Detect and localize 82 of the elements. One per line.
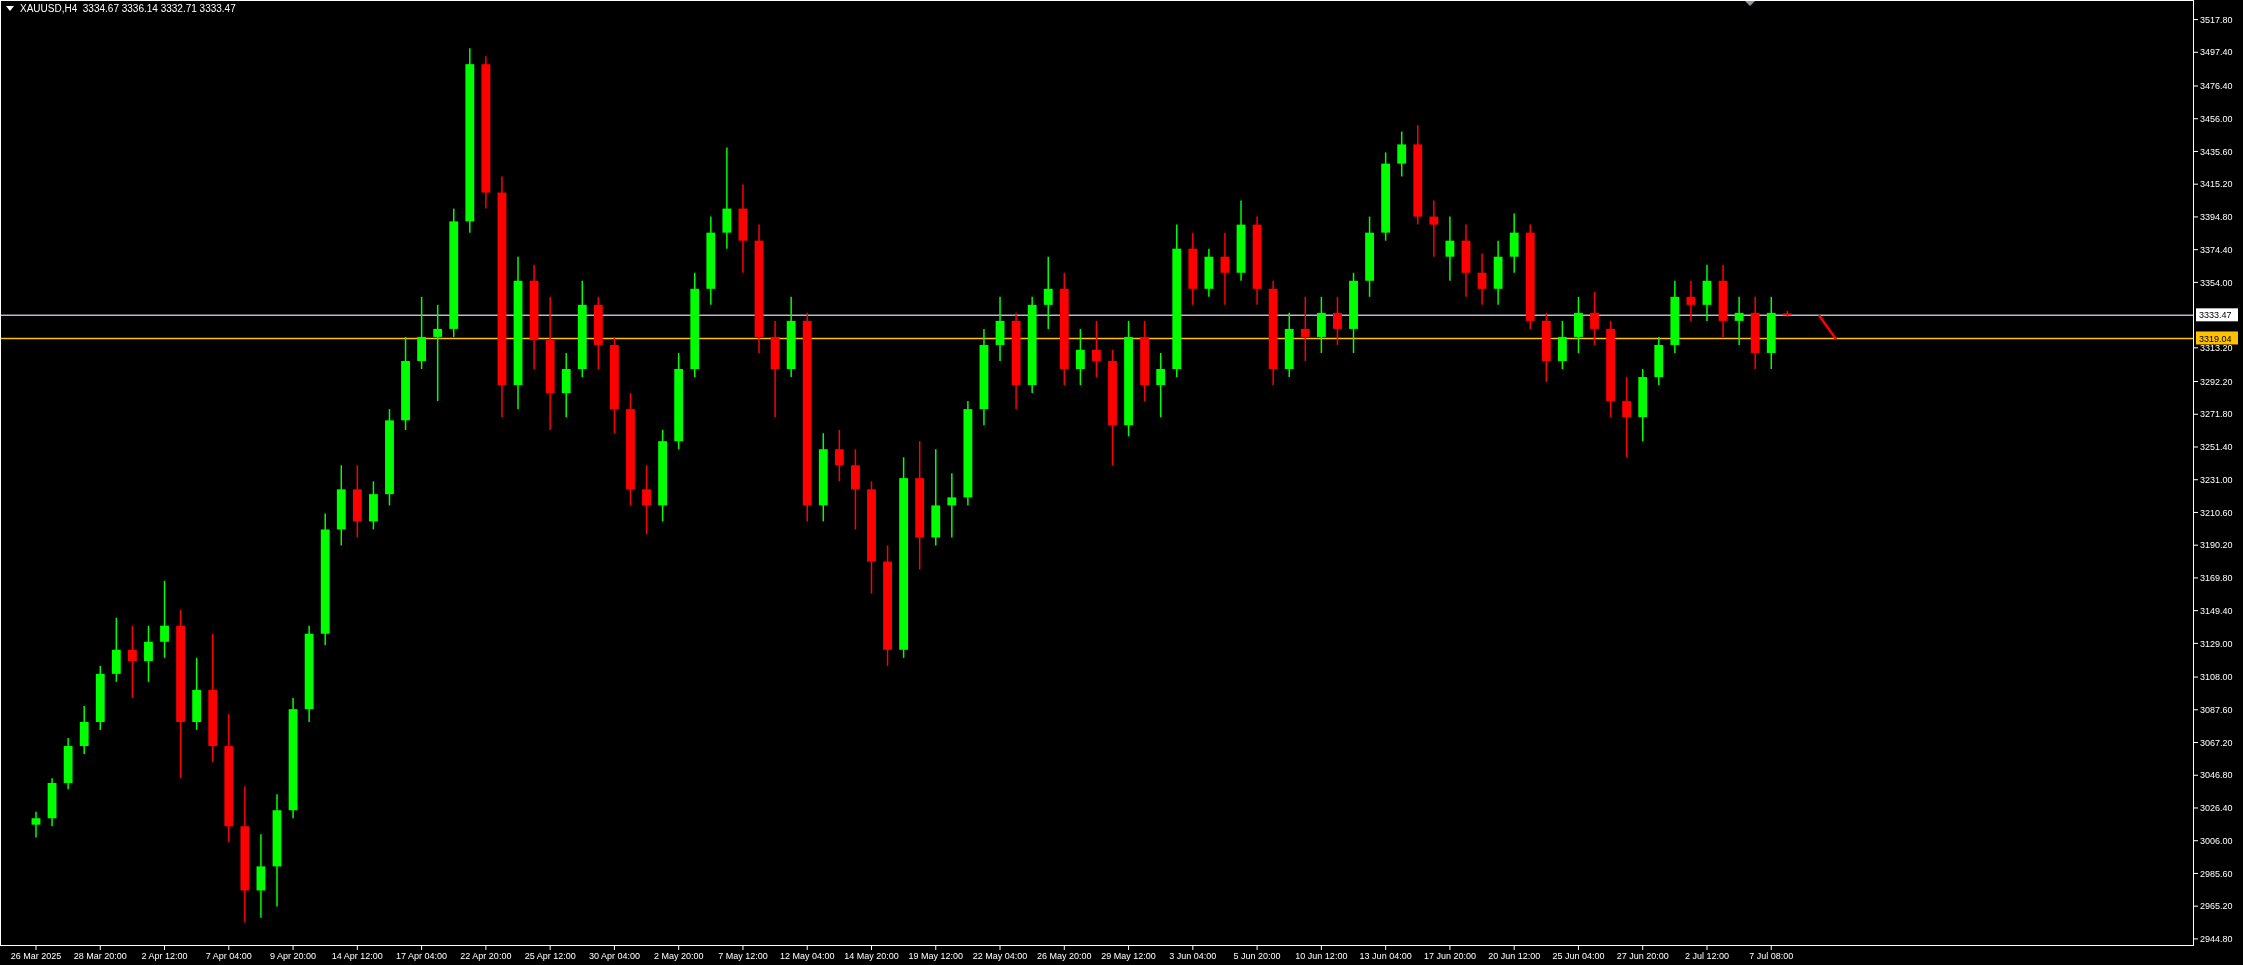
- x-tick-label: 2 Apr 12:00: [141, 951, 188, 961]
- x-tick-label: 14 May 20:00: [844, 951, 899, 961]
- x-tick-label: 22 May 04:00: [972, 951, 1028, 961]
- x-tick-label: 30 Apr 04:00: [588, 951, 640, 961]
- x-tick-label: 28 Mar 20:00: [73, 951, 127, 961]
- x-tick-label: 10 Jun 12:00: [1295, 951, 1348, 961]
- candlestick: [947, 472, 957, 539]
- candlestick: [127, 624, 137, 699]
- x-tick-label: 2 Jul 12:00: [1684, 951, 1730, 961]
- candlestick: [1622, 376, 1632, 459]
- candlestick: [1429, 199, 1439, 258]
- x-tick-label: 9 Apr 20:00: [270, 951, 317, 961]
- y-tick-label: 3456.00: [2200, 113, 2233, 124]
- x-tick-label: 17 Apr 04:00: [396, 951, 448, 961]
- candlestick: [1686, 280, 1696, 322]
- x-tick-label: 7 May 12:00: [718, 951, 768, 961]
- y-tick-label: 3435.60: [2200, 146, 2233, 157]
- x-tick-label: 27 Jun 20:00: [1616, 951, 1669, 961]
- y-tick-label: 3006.00: [2200, 835, 2233, 846]
- candlestick: [144, 624, 153, 683]
- candlestick: [433, 304, 443, 402]
- x-tick-label: 3 Jun 04:00: [1169, 951, 1217, 961]
- y-tick-label: 3415.20: [2200, 179, 2233, 190]
- y-tick-label: 3354.00: [2200, 277, 2233, 288]
- ref-line-label: 3319.04: [2199, 333, 2232, 344]
- x-tick-label: 20 Jun 12:00: [1488, 951, 1541, 961]
- candlestick: [31, 811, 41, 839]
- candlestick: [834, 429, 844, 483]
- y-tick-label: 3149.40: [2200, 605, 2233, 616]
- candlestick: [1092, 320, 1101, 378]
- x-tick-label: 12 May 04:00: [779, 951, 835, 961]
- candlestick: [1333, 296, 1342, 346]
- candlestick: [1300, 296, 1310, 362]
- x-tick-label: 26 May 20:00: [1037, 951, 1092, 961]
- y-tick-label: 3497.40: [2200, 47, 2233, 58]
- x-tick-label: 25 Apr 12:00: [524, 951, 576, 961]
- y-tick-label: 3292.20: [2200, 376, 2233, 387]
- x-tick-label: 29 May 12:00: [1101, 951, 1156, 961]
- y-tick-label: 3087.60: [2200, 704, 2233, 715]
- y-tick-label: 3271.80: [2200, 409, 2233, 420]
- y-tick-label: 3394.80: [2200, 212, 2233, 223]
- y-tick-label: 2985.60: [2200, 868, 2233, 879]
- x-tick-label: 7 Jul 08:00: [1749, 951, 1794, 961]
- candlestick: [1156, 352, 1166, 418]
- y-tick-label: 3374.40: [2200, 244, 2233, 255]
- x-tick-label: 2 May 20:00: [653, 951, 704, 961]
- candlestick: [1445, 215, 1455, 282]
- y-tick-label: 3517.80: [2200, 14, 2233, 25]
- y-tick-label: 2944.80: [2200, 934, 2233, 945]
- chart-title: XAUUSD,H4 3334.67 3336.14 3332.71 3333.47: [20, 3, 237, 14]
- candlestick: [1734, 296, 1744, 346]
- y-tick-label: 3210.60: [2200, 507, 2233, 518]
- y-tick-label: 3108.00: [2200, 672, 2233, 683]
- candlestick: [1075, 328, 1085, 386]
- candlestick: [1590, 291, 1599, 346]
- y-tick-label: 3046.80: [2200, 770, 2233, 781]
- x-tick-label: 22 Apr 20:00: [460, 951, 512, 961]
- x-tick-label: 13 Jun 04:00: [1359, 951, 1412, 961]
- y-tick-label: 3190.20: [2200, 540, 2233, 551]
- x-tick-label: 26 Mar 2025: [10, 951, 62, 961]
- y-tick-label: 3129.00: [2200, 638, 2233, 649]
- candlestick: [1220, 231, 1230, 306]
- x-tick-label: 14 Apr 12:00: [331, 951, 383, 961]
- candlestick: [1043, 255, 1053, 330]
- y-tick-label: 3169.80: [2200, 573, 2233, 584]
- y-tick-label: 3476.40: [2200, 81, 2233, 92]
- x-tick-label: 17 Jun 20:00: [1423, 951, 1476, 961]
- y-tick-label: 3231.00: [2200, 474, 2233, 485]
- y-tick-label: 3026.40: [2200, 803, 2233, 814]
- ref-line-label: 3333.47: [2199, 310, 2232, 321]
- x-tick-label: 5 Jun 20:00: [1233, 951, 1281, 961]
- candlestick: [642, 464, 651, 536]
- y-tick-label: 3251.40: [2200, 442, 2233, 453]
- y-tick-label: 3313.20: [2200, 342, 2233, 353]
- candlestick: [1397, 130, 1407, 178]
- y-tick-label: 3067.20: [2200, 737, 2233, 748]
- candlestick: [160, 580, 169, 659]
- x-tick-label: 25 Jun 04:00: [1552, 951, 1605, 961]
- x-tick-label: 7 Apr 04:00: [205, 951, 252, 961]
- x-tick-label: 19 May 12:00: [908, 951, 964, 961]
- candlestick: [1477, 252, 1487, 306]
- y-tick-label: 2965.20: [2200, 901, 2233, 912]
